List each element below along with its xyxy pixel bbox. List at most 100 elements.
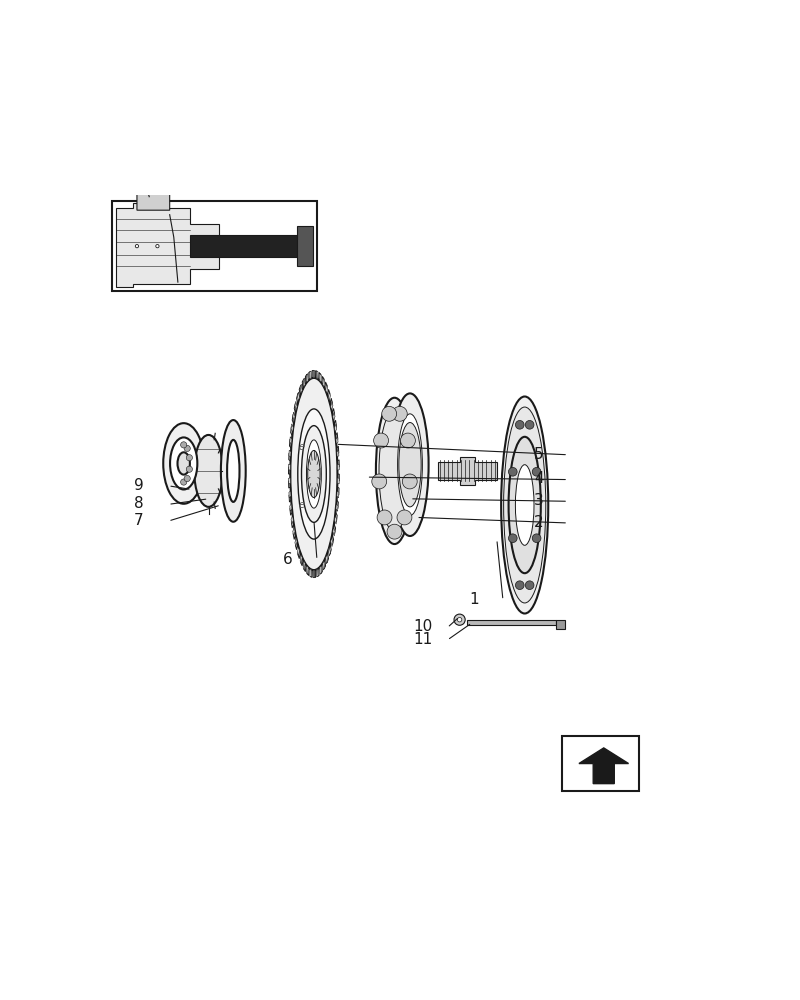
FancyBboxPatch shape — [562, 736, 639, 791]
Text: 9: 9 — [134, 478, 144, 493]
Ellipse shape — [178, 452, 190, 475]
Text: 8: 8 — [134, 496, 144, 511]
Polygon shape — [330, 538, 333, 547]
Polygon shape — [310, 371, 311, 379]
Circle shape — [181, 442, 186, 448]
Polygon shape — [289, 464, 290, 470]
Circle shape — [515, 420, 524, 429]
Polygon shape — [438, 457, 497, 485]
Polygon shape — [293, 412, 295, 421]
Text: 10: 10 — [413, 619, 432, 634]
Text: e: e — [298, 442, 305, 452]
Circle shape — [387, 524, 402, 539]
Text: 4: 4 — [534, 471, 544, 486]
Circle shape — [374, 433, 389, 448]
Ellipse shape — [221, 420, 246, 522]
Polygon shape — [579, 748, 629, 784]
Ellipse shape — [298, 409, 330, 539]
Text: 3: 3 — [534, 493, 544, 508]
Circle shape — [526, 420, 534, 429]
Circle shape — [135, 245, 138, 248]
Polygon shape — [300, 555, 302, 564]
Polygon shape — [326, 555, 328, 564]
Ellipse shape — [170, 437, 198, 490]
Polygon shape — [297, 226, 313, 266]
Polygon shape — [330, 401, 333, 410]
Circle shape — [382, 406, 397, 421]
Polygon shape — [290, 437, 292, 444]
Circle shape — [377, 510, 392, 525]
Polygon shape — [291, 424, 294, 432]
Ellipse shape — [376, 398, 413, 544]
Polygon shape — [289, 450, 291, 457]
Polygon shape — [336, 437, 338, 444]
Polygon shape — [137, 183, 170, 210]
Ellipse shape — [163, 423, 204, 504]
Polygon shape — [317, 371, 318, 379]
Circle shape — [156, 245, 159, 248]
Ellipse shape — [381, 418, 408, 524]
Polygon shape — [310, 569, 311, 577]
Ellipse shape — [509, 437, 541, 573]
Text: 11: 11 — [413, 632, 432, 647]
Circle shape — [181, 479, 186, 485]
Polygon shape — [303, 378, 305, 387]
Ellipse shape — [290, 378, 338, 570]
Polygon shape — [117, 203, 218, 287]
Polygon shape — [338, 464, 339, 470]
Text: 2: 2 — [534, 515, 544, 530]
Ellipse shape — [501, 397, 548, 613]
Polygon shape — [303, 561, 305, 570]
Ellipse shape — [306, 440, 322, 508]
Circle shape — [186, 466, 193, 472]
Polygon shape — [326, 384, 328, 393]
Circle shape — [402, 474, 418, 489]
FancyBboxPatch shape — [467, 620, 556, 625]
Polygon shape — [306, 566, 308, 574]
Ellipse shape — [194, 435, 222, 507]
Circle shape — [401, 433, 415, 448]
Circle shape — [184, 445, 190, 452]
Circle shape — [186, 455, 193, 461]
Circle shape — [515, 581, 524, 590]
Polygon shape — [289, 370, 339, 578]
Circle shape — [509, 534, 517, 543]
FancyBboxPatch shape — [112, 201, 317, 291]
Polygon shape — [337, 491, 339, 498]
Ellipse shape — [391, 393, 429, 536]
Circle shape — [526, 581, 534, 590]
Polygon shape — [320, 566, 322, 574]
Polygon shape — [338, 478, 339, 484]
Ellipse shape — [227, 440, 239, 502]
Circle shape — [184, 475, 190, 482]
Polygon shape — [298, 392, 299, 401]
Polygon shape — [328, 547, 330, 556]
Ellipse shape — [398, 414, 422, 516]
Polygon shape — [322, 561, 325, 570]
Polygon shape — [328, 392, 330, 401]
FancyBboxPatch shape — [556, 620, 565, 629]
Polygon shape — [190, 235, 306, 257]
Ellipse shape — [504, 407, 546, 603]
Polygon shape — [298, 547, 299, 556]
Polygon shape — [291, 516, 294, 524]
Text: 6: 6 — [283, 552, 293, 567]
Polygon shape — [333, 412, 335, 421]
Polygon shape — [295, 538, 297, 547]
Text: 5: 5 — [534, 447, 544, 462]
Polygon shape — [290, 504, 292, 511]
Ellipse shape — [399, 423, 421, 507]
Polygon shape — [289, 491, 291, 498]
Circle shape — [509, 467, 517, 476]
Circle shape — [397, 510, 412, 525]
Ellipse shape — [308, 450, 320, 498]
Text: 1: 1 — [469, 592, 478, 607]
Polygon shape — [337, 450, 339, 457]
Ellipse shape — [515, 465, 534, 545]
Polygon shape — [300, 384, 302, 393]
Polygon shape — [320, 374, 322, 382]
Polygon shape — [317, 569, 318, 577]
Ellipse shape — [302, 426, 326, 522]
Ellipse shape — [303, 432, 325, 516]
Polygon shape — [336, 504, 338, 511]
